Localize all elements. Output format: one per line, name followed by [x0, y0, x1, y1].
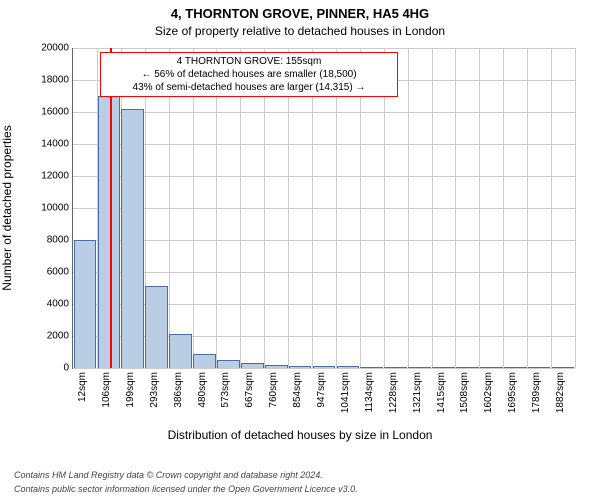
ytick-label: 14000	[41, 139, 73, 150]
xtick-label: 1041sqm	[340, 372, 351, 413]
histogram-bar	[432, 367, 455, 368]
gridline-h	[73, 240, 575, 241]
gridline-v	[479, 48, 480, 368]
xtick-label: 667sqm	[244, 372, 255, 408]
gridline-v	[551, 48, 552, 368]
ytick-label: 10000	[41, 203, 73, 214]
histogram-bar	[456, 367, 479, 368]
xtick-label: 1228sqm	[388, 372, 399, 413]
xtick-label: 947sqm	[316, 372, 327, 408]
ytick-label: 2000	[47, 331, 73, 342]
histogram-bar	[145, 286, 168, 368]
ytick-label: 4000	[47, 299, 73, 310]
gridline-h	[73, 144, 575, 145]
histogram-bar	[193, 354, 216, 368]
xtick-label: 1321sqm	[412, 372, 423, 413]
gridline-v	[455, 48, 456, 368]
chart-container: 4, THORNTON GROVE, PINNER, HA5 4HG Size …	[0, 0, 600, 500]
xtick-label: 1415sqm	[436, 372, 447, 413]
annotation-line: 43% of semi-detached houses are larger (…	[103, 81, 395, 94]
attribution-line: Contains public sector information licen…	[14, 484, 358, 494]
gridline-v	[503, 48, 504, 368]
gridline-h	[73, 112, 575, 113]
gridline-v	[432, 48, 433, 368]
chart-title: 4, THORNTON GROVE, PINNER, HA5 4HG	[0, 6, 600, 21]
gridline-h	[73, 48, 575, 49]
y-axis-label: Number of detached properties	[0, 125, 14, 290]
gridline-h	[73, 176, 575, 177]
histogram-bar	[337, 366, 360, 368]
xtick-label: 199sqm	[125, 372, 136, 408]
histogram-bar	[121, 109, 144, 368]
histogram-bar	[265, 365, 288, 368]
xtick-label: 12sqm	[77, 372, 88, 402]
histogram-bar	[552, 367, 575, 368]
histogram-bar	[313, 366, 336, 368]
annotation-line: ← 56% of detached houses are smaller (18…	[103, 68, 395, 81]
gridline-h	[73, 368, 575, 369]
ytick-label: 16000	[41, 107, 73, 118]
histogram-bar	[169, 334, 192, 368]
histogram-bar	[408, 367, 431, 368]
xtick-label: 386sqm	[173, 372, 184, 408]
xtick-label: 1602sqm	[483, 372, 494, 413]
histogram-bar	[98, 96, 121, 368]
xtick-label: 1508sqm	[459, 372, 470, 413]
histogram-bar	[74, 240, 97, 368]
xtick-label: 1882sqm	[555, 372, 566, 413]
annotation-line: 4 THORNTON GROVE: 155sqm	[103, 55, 395, 68]
xtick-label: 760sqm	[268, 372, 279, 408]
histogram-bar	[504, 367, 527, 368]
xtick-label: 1134sqm	[364, 372, 375, 412]
gridline-h	[73, 208, 575, 209]
xtick-label: 854sqm	[292, 372, 303, 408]
xtick-label: 1695sqm	[507, 372, 518, 413]
annotation-box: 4 THORNTON GROVE: 155sqm ← 56% of detach…	[100, 52, 398, 97]
xtick-label: 293sqm	[149, 372, 160, 408]
attribution-line: Contains HM Land Registry data © Crown c…	[14, 470, 323, 480]
histogram-bar	[241, 363, 264, 368]
histogram-bar	[289, 366, 312, 368]
chart-subtitle: Size of property relative to detached ho…	[0, 24, 600, 38]
ytick-label: 8000	[47, 235, 73, 246]
ytick-label: 18000	[41, 75, 73, 86]
gridline-v	[527, 48, 528, 368]
histogram-bar	[360, 367, 383, 368]
histogram-bar	[384, 367, 407, 368]
xtick-label: 573sqm	[220, 372, 231, 408]
x-axis-label: Distribution of detached houses by size …	[0, 428, 600, 442]
histogram-bar	[528, 367, 551, 368]
ytick-label: 6000	[47, 267, 73, 278]
gridline-v	[575, 48, 576, 368]
xtick-label: 480sqm	[197, 372, 208, 408]
histogram-bar	[480, 367, 503, 368]
gridline-v	[408, 48, 409, 368]
xtick-label: 106sqm	[101, 372, 112, 408]
ytick-label: 0	[63, 363, 73, 374]
xtick-label: 1789sqm	[531, 372, 542, 413]
ytick-label: 20000	[41, 43, 73, 54]
histogram-bar	[217, 360, 240, 368]
gridline-h	[73, 272, 575, 273]
ytick-label: 12000	[41, 171, 73, 182]
